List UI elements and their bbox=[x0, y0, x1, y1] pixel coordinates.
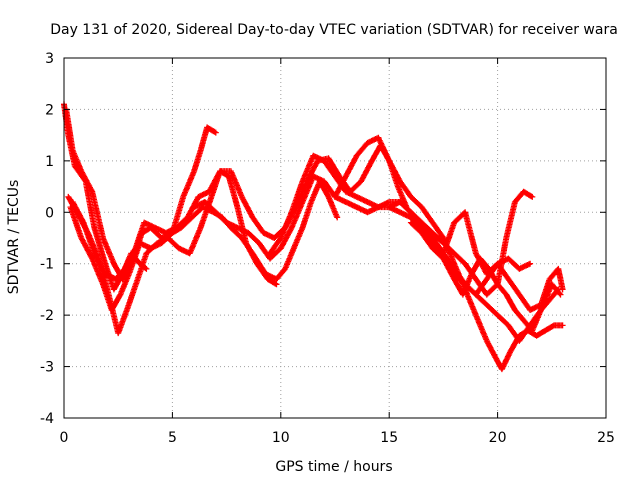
x-tick-labels: 0 5 10 15 20 25 bbox=[60, 430, 615, 446]
y-tick-label: -4 bbox=[40, 411, 54, 427]
series-track-11 bbox=[429, 209, 566, 313]
x-tick-label: 25 bbox=[597, 430, 615, 446]
x-tick-label: 0 bbox=[60, 430, 69, 446]
series-track-10 bbox=[407, 219, 562, 334]
x-tick-label: 15 bbox=[380, 430, 398, 446]
y-axis-label: SDTVAR / TECUs bbox=[6, 180, 22, 295]
y-tick-label: 0 bbox=[45, 205, 54, 221]
y-tick-label: -3 bbox=[40, 360, 54, 376]
x-tick-label: 5 bbox=[168, 430, 177, 446]
y-tick-label: -1 bbox=[40, 257, 54, 273]
chart-title: Day 131 of 2020, Sidereal Day-to-day VTE… bbox=[50, 22, 618, 38]
data-point-markers bbox=[267, 152, 536, 298]
data-points bbox=[61, 101, 566, 373]
series-track-7 bbox=[267, 152, 536, 298]
y-tick-labels: -4 -3 -2 -1 0 1 2 3 bbox=[40, 51, 54, 427]
grid-lines bbox=[64, 58, 606, 418]
x-tick-label: 20 bbox=[489, 430, 507, 446]
data-point-markers bbox=[429, 209, 566, 313]
data-point-markers bbox=[407, 219, 562, 334]
plot-frame bbox=[63, 57, 607, 419]
y-tick-label: 2 bbox=[45, 102, 54, 118]
x-tick-label: 10 bbox=[272, 430, 290, 446]
x-axis-label: GPS time / hours bbox=[275, 459, 392, 475]
y-tick-label: 3 bbox=[45, 51, 54, 67]
y-tick-label: -2 bbox=[40, 308, 54, 324]
y-tick-label: 1 bbox=[45, 154, 54, 170]
tick-marks bbox=[63, 57, 607, 419]
